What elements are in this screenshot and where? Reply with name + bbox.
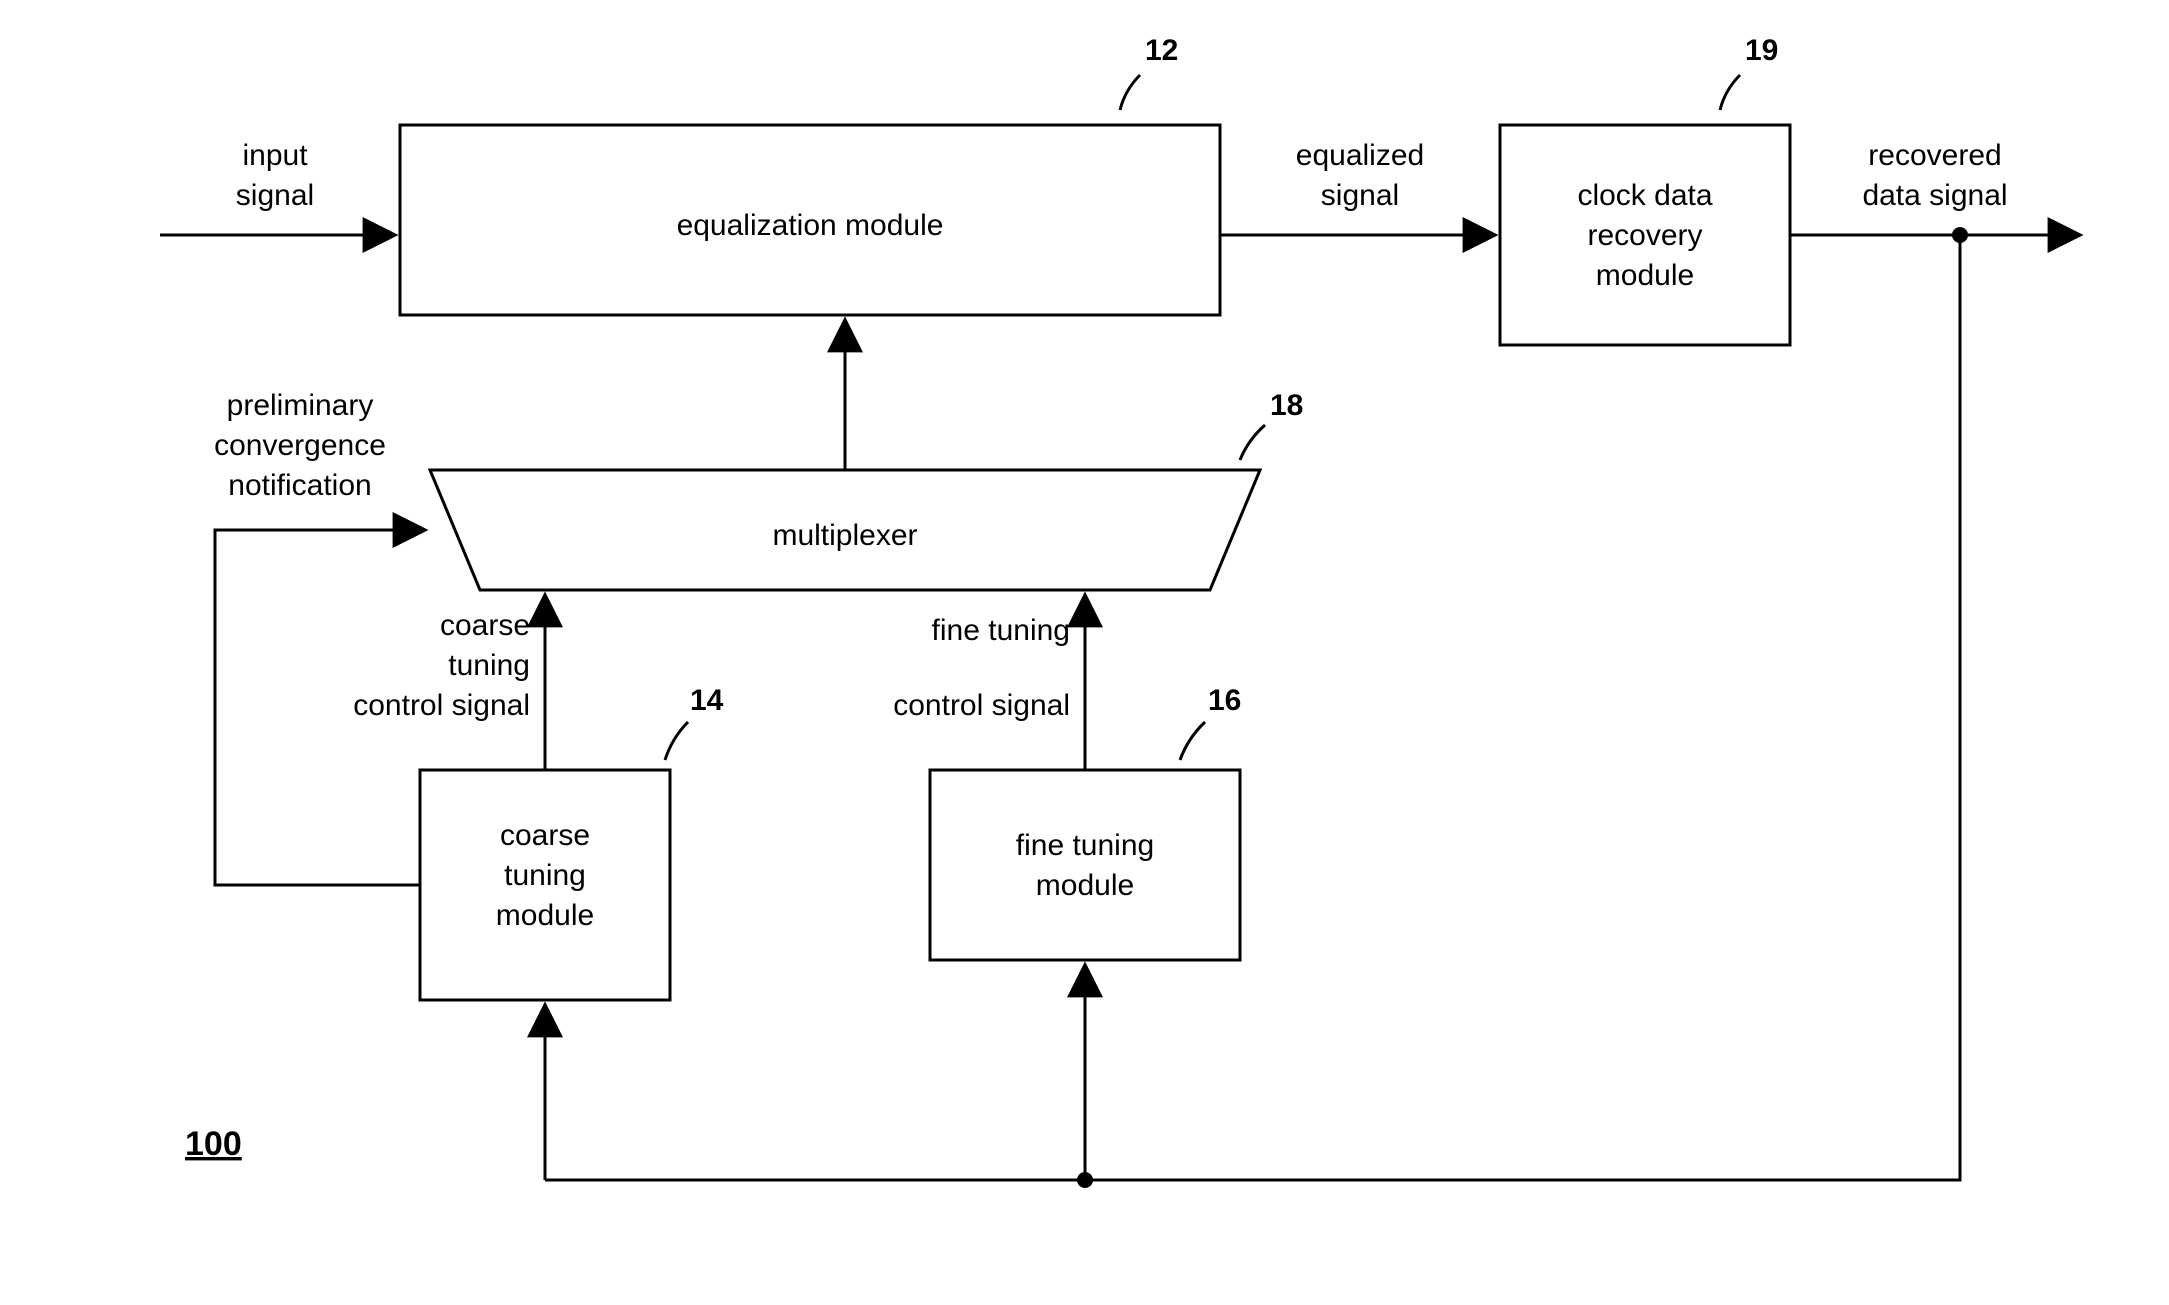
feedback-bus — [545, 235, 1960, 1180]
multiplexer-label: multiplexer — [772, 519, 917, 552]
figure-number: 100 — [185, 1125, 242, 1163]
prelim-notification-label-2: convergence — [214, 429, 386, 462]
coarse-tuning-module-label-2: tuning — [504, 859, 586, 892]
prelim-notification-label-1: preliminary — [227, 389, 374, 422]
block-diagram: equalization module 12 clock data recove… — [0, 0, 2169, 1305]
equalization-module-ref: 12 — [1145, 34, 1178, 67]
multiplexer-ref: 18 — [1270, 389, 1303, 422]
coarse-tuning-module-label-3: module — [496, 899, 594, 932]
input-signal-label-2: signal — [236, 179, 314, 212]
coarse-tuning-module-label-1: coarse — [500, 819, 590, 852]
equalization-module-label: equalization module — [677, 209, 944, 242]
input-signal-label-1: input — [242, 139, 308, 172]
fine-tuning-module-label-1: fine tuning — [1016, 829, 1154, 862]
prelim-notification-label-3: notification — [228, 469, 371, 502]
cdr-module-label-1: clock data — [1577, 179, 1712, 212]
recovered-data-signal-label-2: data signal — [1862, 179, 2007, 212]
cdr-module-label-2: recovery — [1587, 219, 1702, 252]
cdr-module-ref: 19 — [1745, 34, 1778, 67]
fine-tuning-module-ref: 16 — [1208, 684, 1241, 717]
coarse-control-signal-label-3: control signal — [353, 689, 530, 722]
fine-tuning-module-label-2: module — [1036, 869, 1134, 902]
fine-control-signal-label-2: control signal — [893, 689, 1070, 722]
coarse-control-signal-label-2: tuning — [448, 649, 530, 682]
cdr-module-label-3: module — [1596, 259, 1694, 292]
fine-control-signal-label-1: fine tuning — [932, 614, 1070, 647]
coarse-tuning-module-ref: 14 — [690, 684, 724, 717]
fine-tuning-module-box — [930, 770, 1240, 960]
equalized-signal-label-2: signal — [1321, 179, 1399, 212]
equalized-signal-label-1: equalized — [1296, 139, 1424, 172]
recovered-data-signal-label-1: recovered — [1868, 139, 2001, 172]
coarse-control-signal-label-1: coarse — [440, 609, 530, 642]
